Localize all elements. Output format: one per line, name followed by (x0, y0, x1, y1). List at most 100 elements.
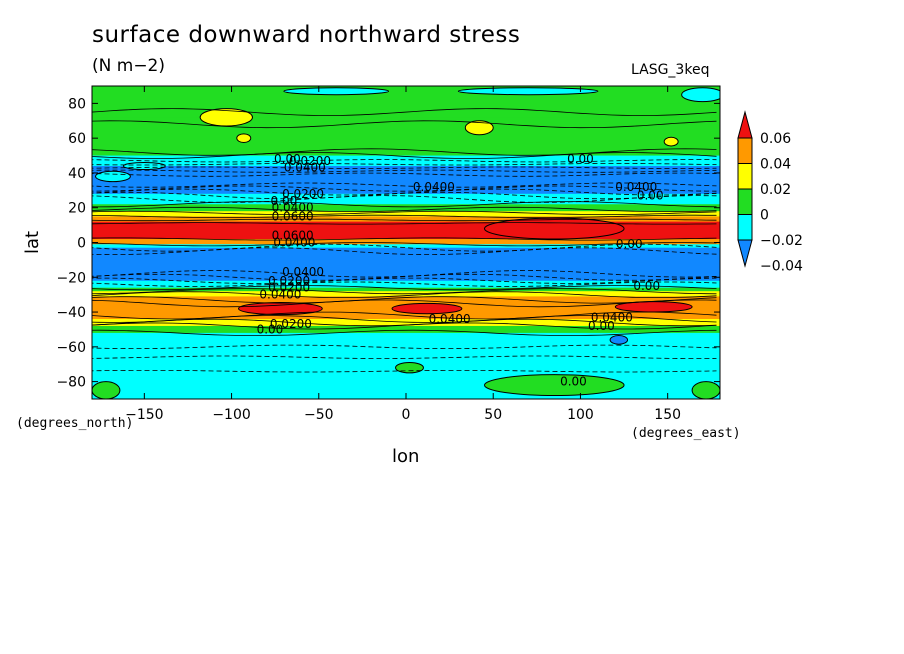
dashed-contour (92, 370, 717, 373)
solid-contour (92, 291, 717, 298)
solid-contour (92, 148, 717, 156)
x-tick-label: 0 (402, 407, 411, 423)
contour-band (92, 244, 720, 249)
contour-label: 0.0400 (282, 265, 324, 279)
contour-label: 0.0200 (268, 281, 310, 295)
solid-contour (92, 299, 717, 308)
y-tick-label: 80 (68, 96, 86, 112)
solid-contour (92, 285, 717, 291)
solid-contour (92, 242, 717, 247)
contour-patch (238, 301, 323, 316)
dashed-contour (92, 344, 717, 349)
contour-label: 0.0400 (429, 312, 471, 326)
contour-band (92, 216, 720, 223)
contour-patch (236, 133, 252, 144)
contour-patch (484, 374, 625, 397)
dashed-contour (92, 169, 717, 173)
colorbar-box (737, 163, 753, 190)
contour-patch (663, 136, 679, 147)
colorbar-label: 0.04 (760, 157, 791, 173)
x-units-note: (degrees_east) (631, 426, 741, 441)
contour-label: 0.00 (588, 319, 615, 333)
y-tick-label: 60 (68, 131, 86, 147)
dashed-contour (92, 185, 717, 192)
solid-contour (92, 152, 717, 159)
contour-band (92, 247, 720, 282)
contour-patch (691, 381, 720, 399)
contour-label: 0.0200 (282, 187, 324, 201)
contour-label: 0.0400 (413, 180, 455, 194)
x-axis-label: lon (392, 446, 420, 467)
contour-patch (122, 162, 166, 170)
contour-label: 0.0600 (272, 209, 314, 223)
contour-band (92, 325, 720, 334)
contour-label: 0.00 (633, 279, 660, 293)
x-tick-label: −50 (304, 407, 334, 423)
contour-label: 0.0400 (591, 310, 633, 324)
x-tick-label: 100 (567, 407, 594, 423)
contour-band (92, 204, 720, 212)
colorbar-label: −0.02 (760, 233, 803, 249)
dashed-contour (92, 273, 717, 281)
contour-patch (199, 108, 253, 127)
y-tick-label: 40 (68, 166, 86, 182)
contour-label: 0.0200 (289, 154, 331, 168)
y-tick-label: −80 (56, 375, 86, 391)
contour-band (92, 239, 720, 245)
colorbar-label: 0.06 (760, 131, 791, 147)
chart-units: (N m−2) (92, 56, 166, 76)
dashed-contour (92, 166, 717, 169)
x-tick-label: 50 (484, 407, 502, 423)
contour-label: 0.0400 (284, 161, 326, 175)
contour-patch (283, 87, 390, 96)
contour-band (92, 280, 720, 289)
colorbar-label: 0 (760, 208, 769, 224)
contour-band (92, 165, 720, 195)
y-tick-label: −40 (56, 305, 86, 321)
chart-title: surface downward northward stress (92, 22, 521, 48)
contour-patch (609, 335, 629, 345)
contour-label: 0.00 (274, 152, 301, 166)
contour-label: 0.00 (616, 237, 643, 251)
solid-contour (92, 210, 717, 215)
x-tick-label: 150 (654, 407, 681, 423)
solid-contour (92, 201, 717, 208)
solid-contour (92, 222, 717, 225)
y-tick-label: 20 (68, 201, 86, 217)
y-tick-label: −60 (56, 340, 86, 356)
solid-contour (92, 315, 717, 323)
colorbar-box (737, 137, 753, 164)
contour-patch (94, 170, 131, 183)
contour-label: 0.00 (567, 152, 594, 166)
dashed-contour (92, 163, 717, 166)
contour-label: 0.0400 (273, 236, 315, 250)
solid-contour (92, 288, 717, 295)
contour-patch (92, 381, 121, 399)
solid-contour (92, 120, 717, 129)
contour-label: 0.0600 (272, 229, 314, 243)
colorbar-label: −0.04 (760, 259, 803, 275)
colorbar-box (737, 188, 753, 215)
y-axis-label: lat (22, 230, 43, 254)
contour-band (92, 211, 720, 218)
contour-patch (395, 361, 424, 374)
dashed-contour (92, 355, 717, 359)
dashed-contour (92, 277, 717, 284)
contour-label: 0.00 (560, 375, 587, 389)
model-name: LASG_3keq (631, 62, 710, 78)
contour-label: 0.00 (271, 194, 298, 208)
contour-band (92, 319, 720, 327)
solid-contour (92, 214, 717, 218)
dashed-contour (92, 191, 717, 200)
contour-label: 0.00 (257, 322, 284, 336)
contour-label: 0.0400 (272, 201, 314, 215)
contour-patch (681, 87, 720, 103)
contour-label: 0.0200 (270, 317, 312, 331)
contour-patch (484, 217, 625, 240)
contour-patch (464, 120, 494, 136)
colorbar: 0.06 0.04 0.02 0 −0.02 −0.04 (737, 110, 803, 275)
contour-label: 0.0400 (259, 288, 301, 302)
contour-band (92, 287, 720, 292)
